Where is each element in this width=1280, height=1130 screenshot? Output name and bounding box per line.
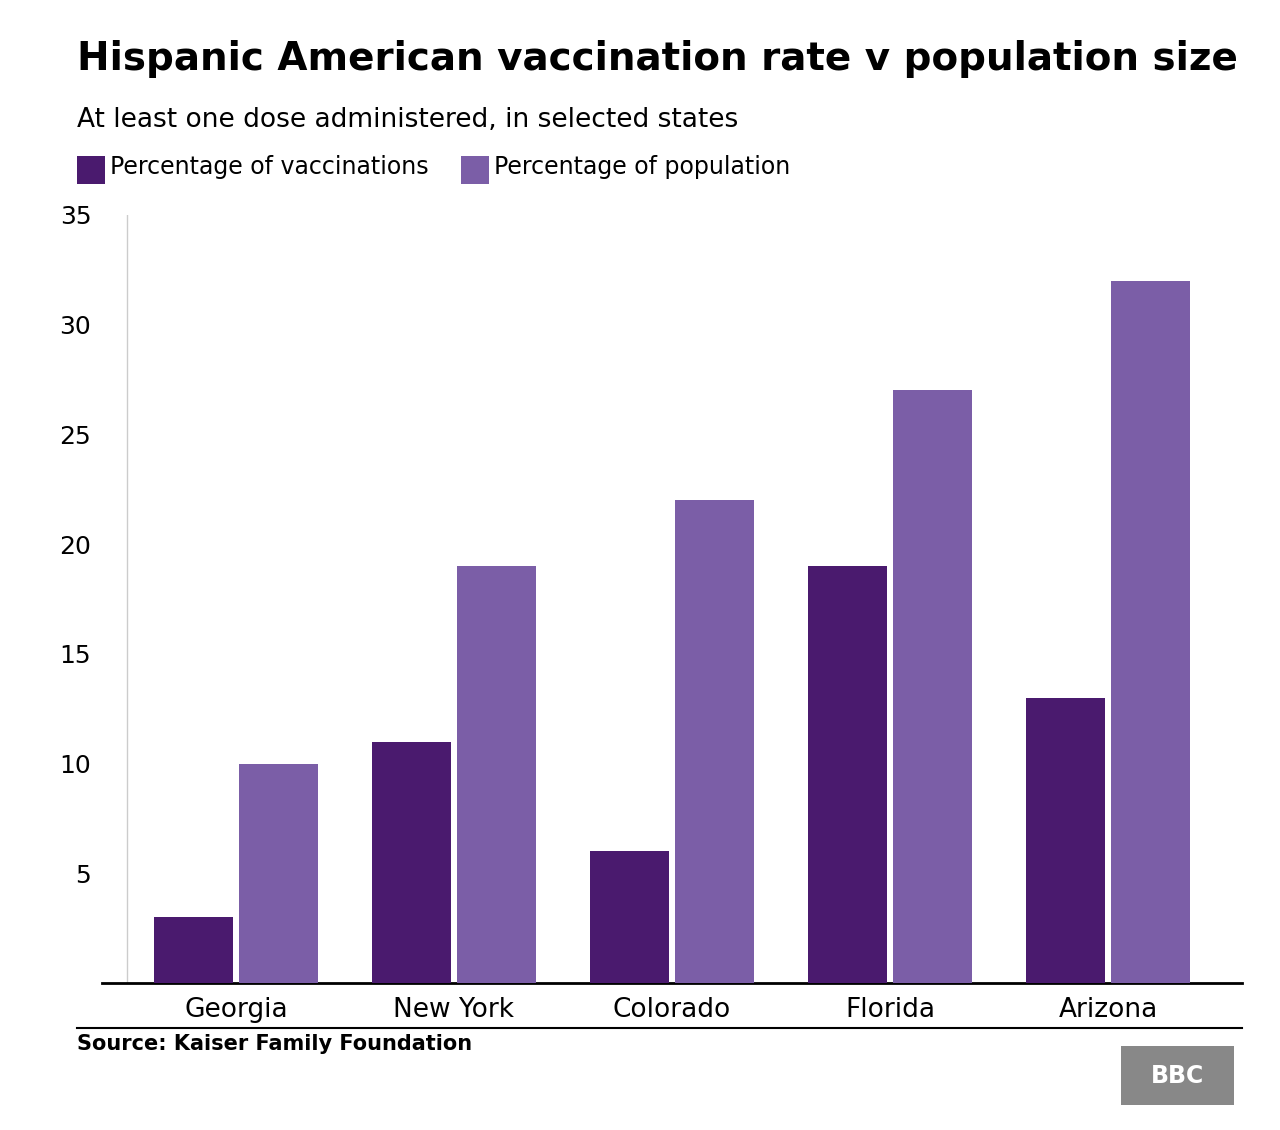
Text: At least one dose administered, in selected states: At least one dose administered, in selec… (77, 107, 739, 133)
Bar (590, 851, 668, 983)
Bar (808, 566, 887, 983)
Text: BBC: BBC (1151, 1063, 1204, 1088)
Bar (893, 390, 972, 983)
Bar (1111, 280, 1190, 983)
Bar (154, 918, 233, 983)
Text: Hispanic American vaccination rate v population size: Hispanic American vaccination rate v pop… (77, 40, 1238, 78)
Text: Source: Kaiser Family Foundation: Source: Kaiser Family Foundation (77, 1034, 472, 1054)
Bar (239, 764, 317, 983)
Bar (1027, 697, 1105, 983)
Text: Percentage of population: Percentage of population (494, 155, 790, 180)
Bar (457, 566, 536, 983)
Bar (676, 501, 754, 983)
Text: Percentage of vaccinations: Percentage of vaccinations (110, 155, 429, 180)
Bar (372, 741, 451, 983)
